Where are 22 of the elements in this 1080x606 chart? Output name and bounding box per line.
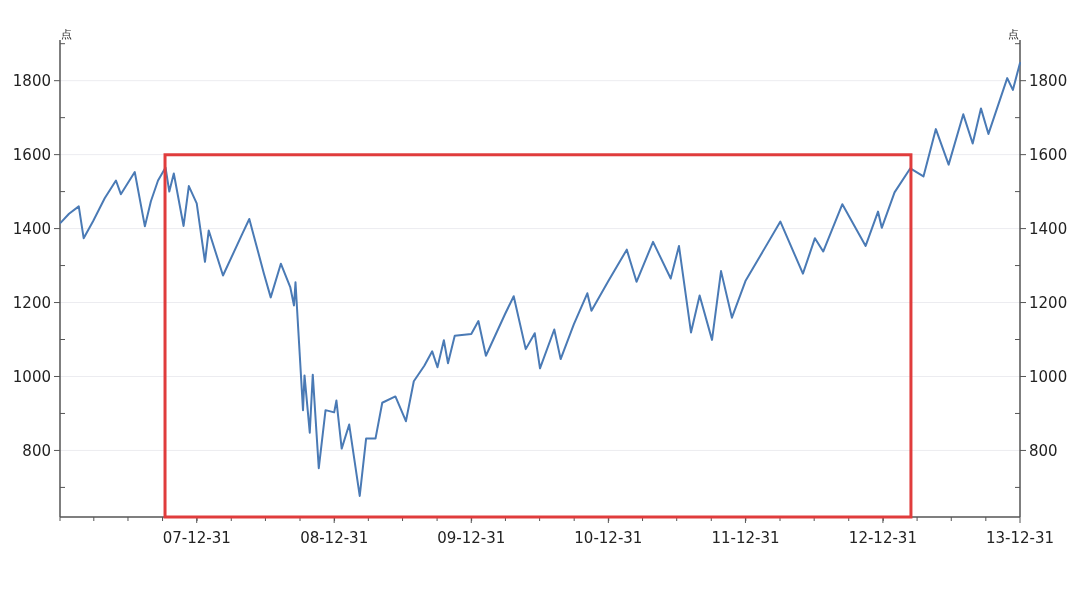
y2-tick-label: 1000 bbox=[1029, 367, 1068, 386]
y-tick-label: 1000 bbox=[12, 367, 51, 386]
line-series bbox=[59, 61, 1021, 497]
y-tick-label: 1400 bbox=[12, 219, 51, 238]
x-tick-label: 08-12-31 bbox=[300, 529, 369, 547]
x-tick-label: 07-12-31 bbox=[162, 529, 231, 547]
y2-tick-label: 1800 bbox=[1029, 71, 1068, 90]
y2-tick-label: 1600 bbox=[1029, 145, 1068, 164]
x-tick-label: 11-12-31 bbox=[711, 529, 780, 547]
y-tick-label: 1600 bbox=[12, 145, 51, 164]
x-tick-label: 12-12-31 bbox=[848, 529, 917, 547]
y-tick-label: 800 bbox=[22, 441, 51, 460]
y-tick-label: 1200 bbox=[12, 293, 51, 312]
y2-tick-label: 1400 bbox=[1029, 219, 1068, 238]
x-tick-label: 13-12-31 bbox=[985, 529, 1055, 547]
y-tick-label: 1800 bbox=[12, 71, 51, 90]
x-tick-label: 09-12-31 bbox=[437, 529, 506, 547]
y2-axis-title: 点 bbox=[1008, 28, 1019, 41]
x-tick-label: 10-12-31 bbox=[574, 529, 643, 547]
y-axis-title: 点 bbox=[61, 28, 72, 41]
y2-tick-label: 1200 bbox=[1029, 293, 1068, 312]
y2-tick-label: 800 bbox=[1029, 441, 1058, 460]
